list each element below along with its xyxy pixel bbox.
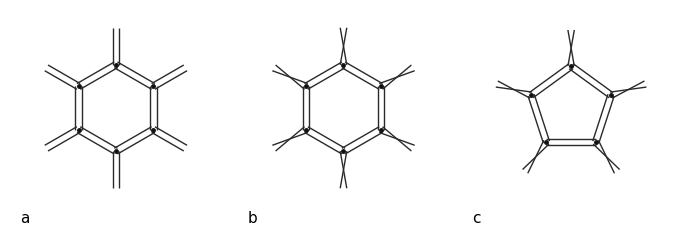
Text: b: b [247,210,258,225]
Text: c: c [472,210,480,225]
Text: a: a [20,210,30,225]
